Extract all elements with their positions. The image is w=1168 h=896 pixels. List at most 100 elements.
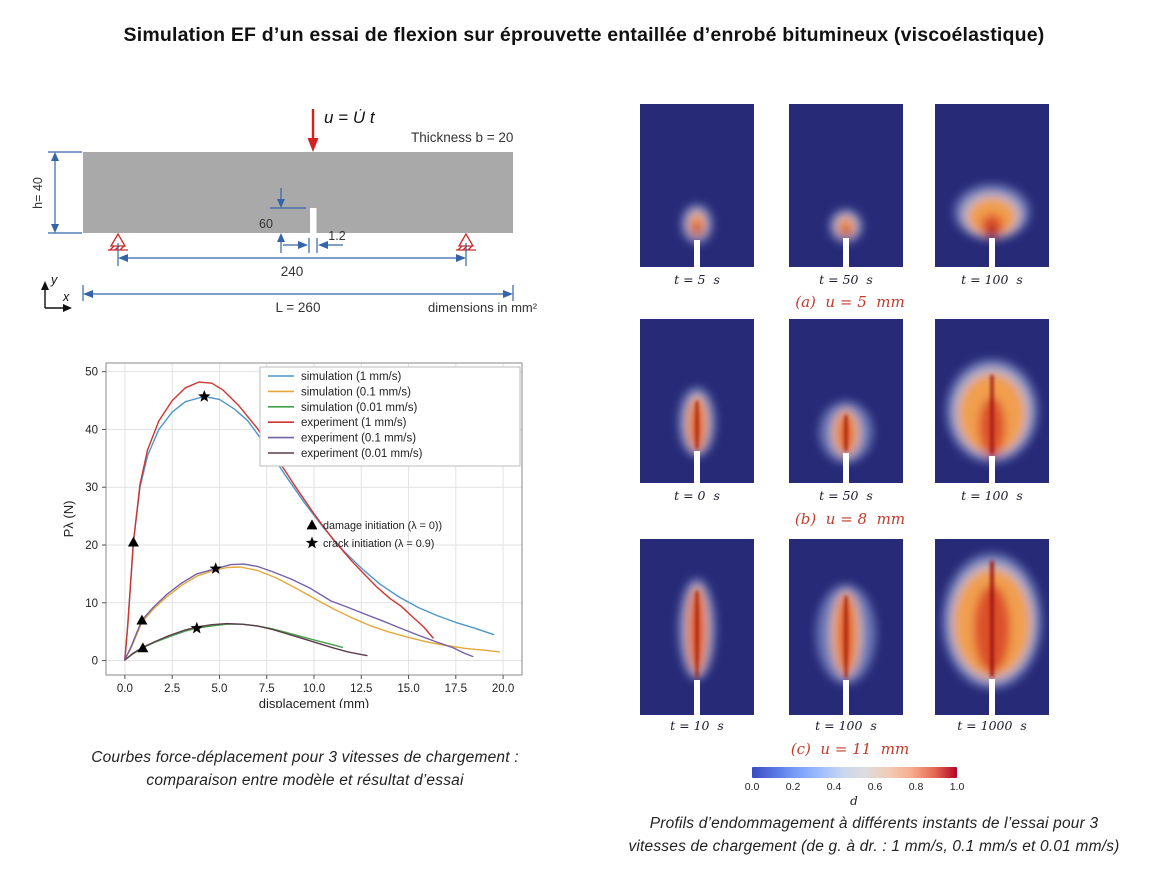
series-line [124, 566, 500, 661]
damage-field-image [935, 104, 1049, 267]
x-tick-label: 5.0 [211, 683, 227, 695]
star-marker-icon [198, 390, 211, 402]
colorbar-tick-label: 0.6 [867, 781, 883, 793]
x-tick-label: 0.0 [117, 683, 133, 695]
legend-entry-label: simulation (1 mm/s) [301, 371, 401, 383]
damage-field-image [640, 319, 754, 483]
marker-legend-label: damage initiation (λ = 0)) [323, 520, 442, 532]
damage-panel-a1 [640, 104, 754, 267]
colorbar-tick-label: 0.2 [785, 781, 801, 793]
time-label: t = 50 s [819, 272, 873, 287]
legend-entry-label: experiment (1 mm/s) [301, 417, 407, 429]
time-label: t = 100 s [815, 718, 877, 733]
y-tick-label: 20 [85, 540, 98, 552]
length-dimension [82, 285, 514, 301]
legend-entry-label: simulation (0.01 mm/s) [301, 402, 417, 414]
star-marker-icon [209, 562, 222, 574]
damage-panel-c1 [640, 539, 754, 715]
damage-panel-b3 [935, 319, 1049, 483]
damage-field-image [640, 104, 754, 267]
triangle-marker-icon [127, 536, 139, 547]
damage-colorbar [752, 767, 957, 778]
series-line [124, 563, 474, 661]
legend-entry-label: experiment (0.01 mm/s) [301, 448, 423, 460]
colorbar-axis-label: d [850, 794, 858, 808]
beam [83, 152, 513, 233]
colorbar-tick-label: 1.0 [949, 781, 965, 793]
star-marker-icon [190, 621, 203, 634]
axis-y-label: y [50, 273, 58, 287]
series-line [124, 623, 344, 661]
damage-caption-line1: Profils d’endommagement à différents ins… [649, 815, 1099, 832]
series-line [124, 622, 368, 661]
time-label: t = 10 s [670, 718, 724, 733]
damage-panel-b2 [789, 319, 903, 483]
damage-caption: Profils d’endommagement à différents ins… [588, 812, 1160, 859]
x-tick-label: 2.5 [164, 683, 180, 695]
span-dimension [117, 243, 467, 266]
y-tick-label: 0 [92, 656, 98, 668]
damage-panel-a3 [935, 104, 1049, 267]
triangle-marker-icon [136, 614, 148, 625]
force-displacement-chart: 0.0 2.5 5.0 7.5 10.0 12.5 15.0 17.5 20.0 0 10 20 30 4… [61, 362, 523, 708]
damage-field-image [789, 539, 903, 715]
x-tick-label: 10.0 [303, 683, 325, 695]
x-tick-label: 20.0 [492, 683, 514, 695]
axis-x-label: x [62, 290, 70, 304]
y-tick-label: 10 [85, 598, 98, 610]
colorbar-tick-label: 0.8 [908, 781, 924, 793]
legend-entry-label: experiment (0.1 mm/s) [301, 433, 416, 445]
legend-entry-label: simulation (0.1 mm/s) [301, 386, 411, 398]
damage-panel-a2 [789, 104, 903, 267]
height-dimension [48, 151, 82, 234]
notch [310, 208, 317, 233]
y-tick-label: 30 [85, 482, 98, 494]
damage-caption-line2: vitesses de chargement (de g. à dr. : 1 … [628, 838, 1120, 856]
damage-panel-c2 [789, 539, 903, 715]
chart-legend: simulation (1 mm/s) simulation (0.1 mm/s)… [259, 366, 521, 467]
damage-field-image [935, 539, 1049, 715]
chart-caption-line1: Courbes force-déplacement pour 3 vitesse… [91, 749, 519, 766]
x-tick-label: 17.5 [445, 683, 467, 695]
specimen-schematic: u = U̇ t Thickness b = 20 h= 40 60 1.2 [31, 108, 538, 315]
time-label: t = 1000 s [957, 718, 1027, 733]
load-arrow-icon [307, 109, 319, 152]
time-label: t = 100 s [961, 272, 1023, 287]
colorbar-tick-label: 0.4 [826, 781, 842, 793]
x-tick-label: 15.0 [397, 683, 419, 695]
damage-panel-b1 [640, 319, 754, 483]
x-tick-label: 7.5 [259, 683, 275, 695]
chart-caption: Courbes force-déplacement pour 3 vitesse… [40, 746, 570, 793]
damage-field-image [935, 319, 1049, 483]
length-label: L = 260 [276, 300, 321, 315]
notch-depth-label: 60 [259, 217, 273, 231]
colorbar-tick-label: 0.0 [744, 781, 760, 793]
notch-width-label: 1.2 [328, 229, 345, 243]
chart-caption-line2: comparaison entre modèle et résultat d’e… [146, 772, 464, 790]
series-line [124, 381, 434, 660]
height-label: h= 40 [31, 177, 45, 209]
group-label-a: (a) u = 5 mm [795, 293, 905, 311]
damage-field-image [789, 319, 903, 483]
damage-field-image [789, 104, 903, 267]
y-axis-label: Pλ (N) [61, 501, 76, 538]
damage-field-image [640, 539, 754, 715]
time-label: t = 50 s [819, 488, 873, 503]
triangle-marker-icon [137, 642, 149, 653]
units-label: dimensions in mm² [428, 300, 538, 315]
x-tick-label: 12.5 [350, 683, 372, 695]
time-label: t = 100 s [961, 488, 1023, 503]
time-label: t = 0 s [674, 488, 720, 503]
group-label-c: (c) u = 11 mm [790, 740, 910, 758]
marker-legend: damage initiation (λ = 0)) crack initiati… [305, 519, 442, 550]
y-tick-label: 40 [85, 424, 98, 436]
thickness-label: Thickness b = 20 [411, 130, 513, 145]
x-axis-label: displacement (mm) [259, 696, 370, 708]
damage-panel-c3 [935, 539, 1049, 715]
marker-legend-label: crack initiation (λ = 0.9) [323, 538, 434, 550]
y-tick-label: 50 [85, 367, 98, 379]
group-label-b: (b) u = 8 mm [794, 510, 906, 528]
axes-icon [44, 287, 66, 309]
time-label: t = 5 s [674, 272, 720, 287]
